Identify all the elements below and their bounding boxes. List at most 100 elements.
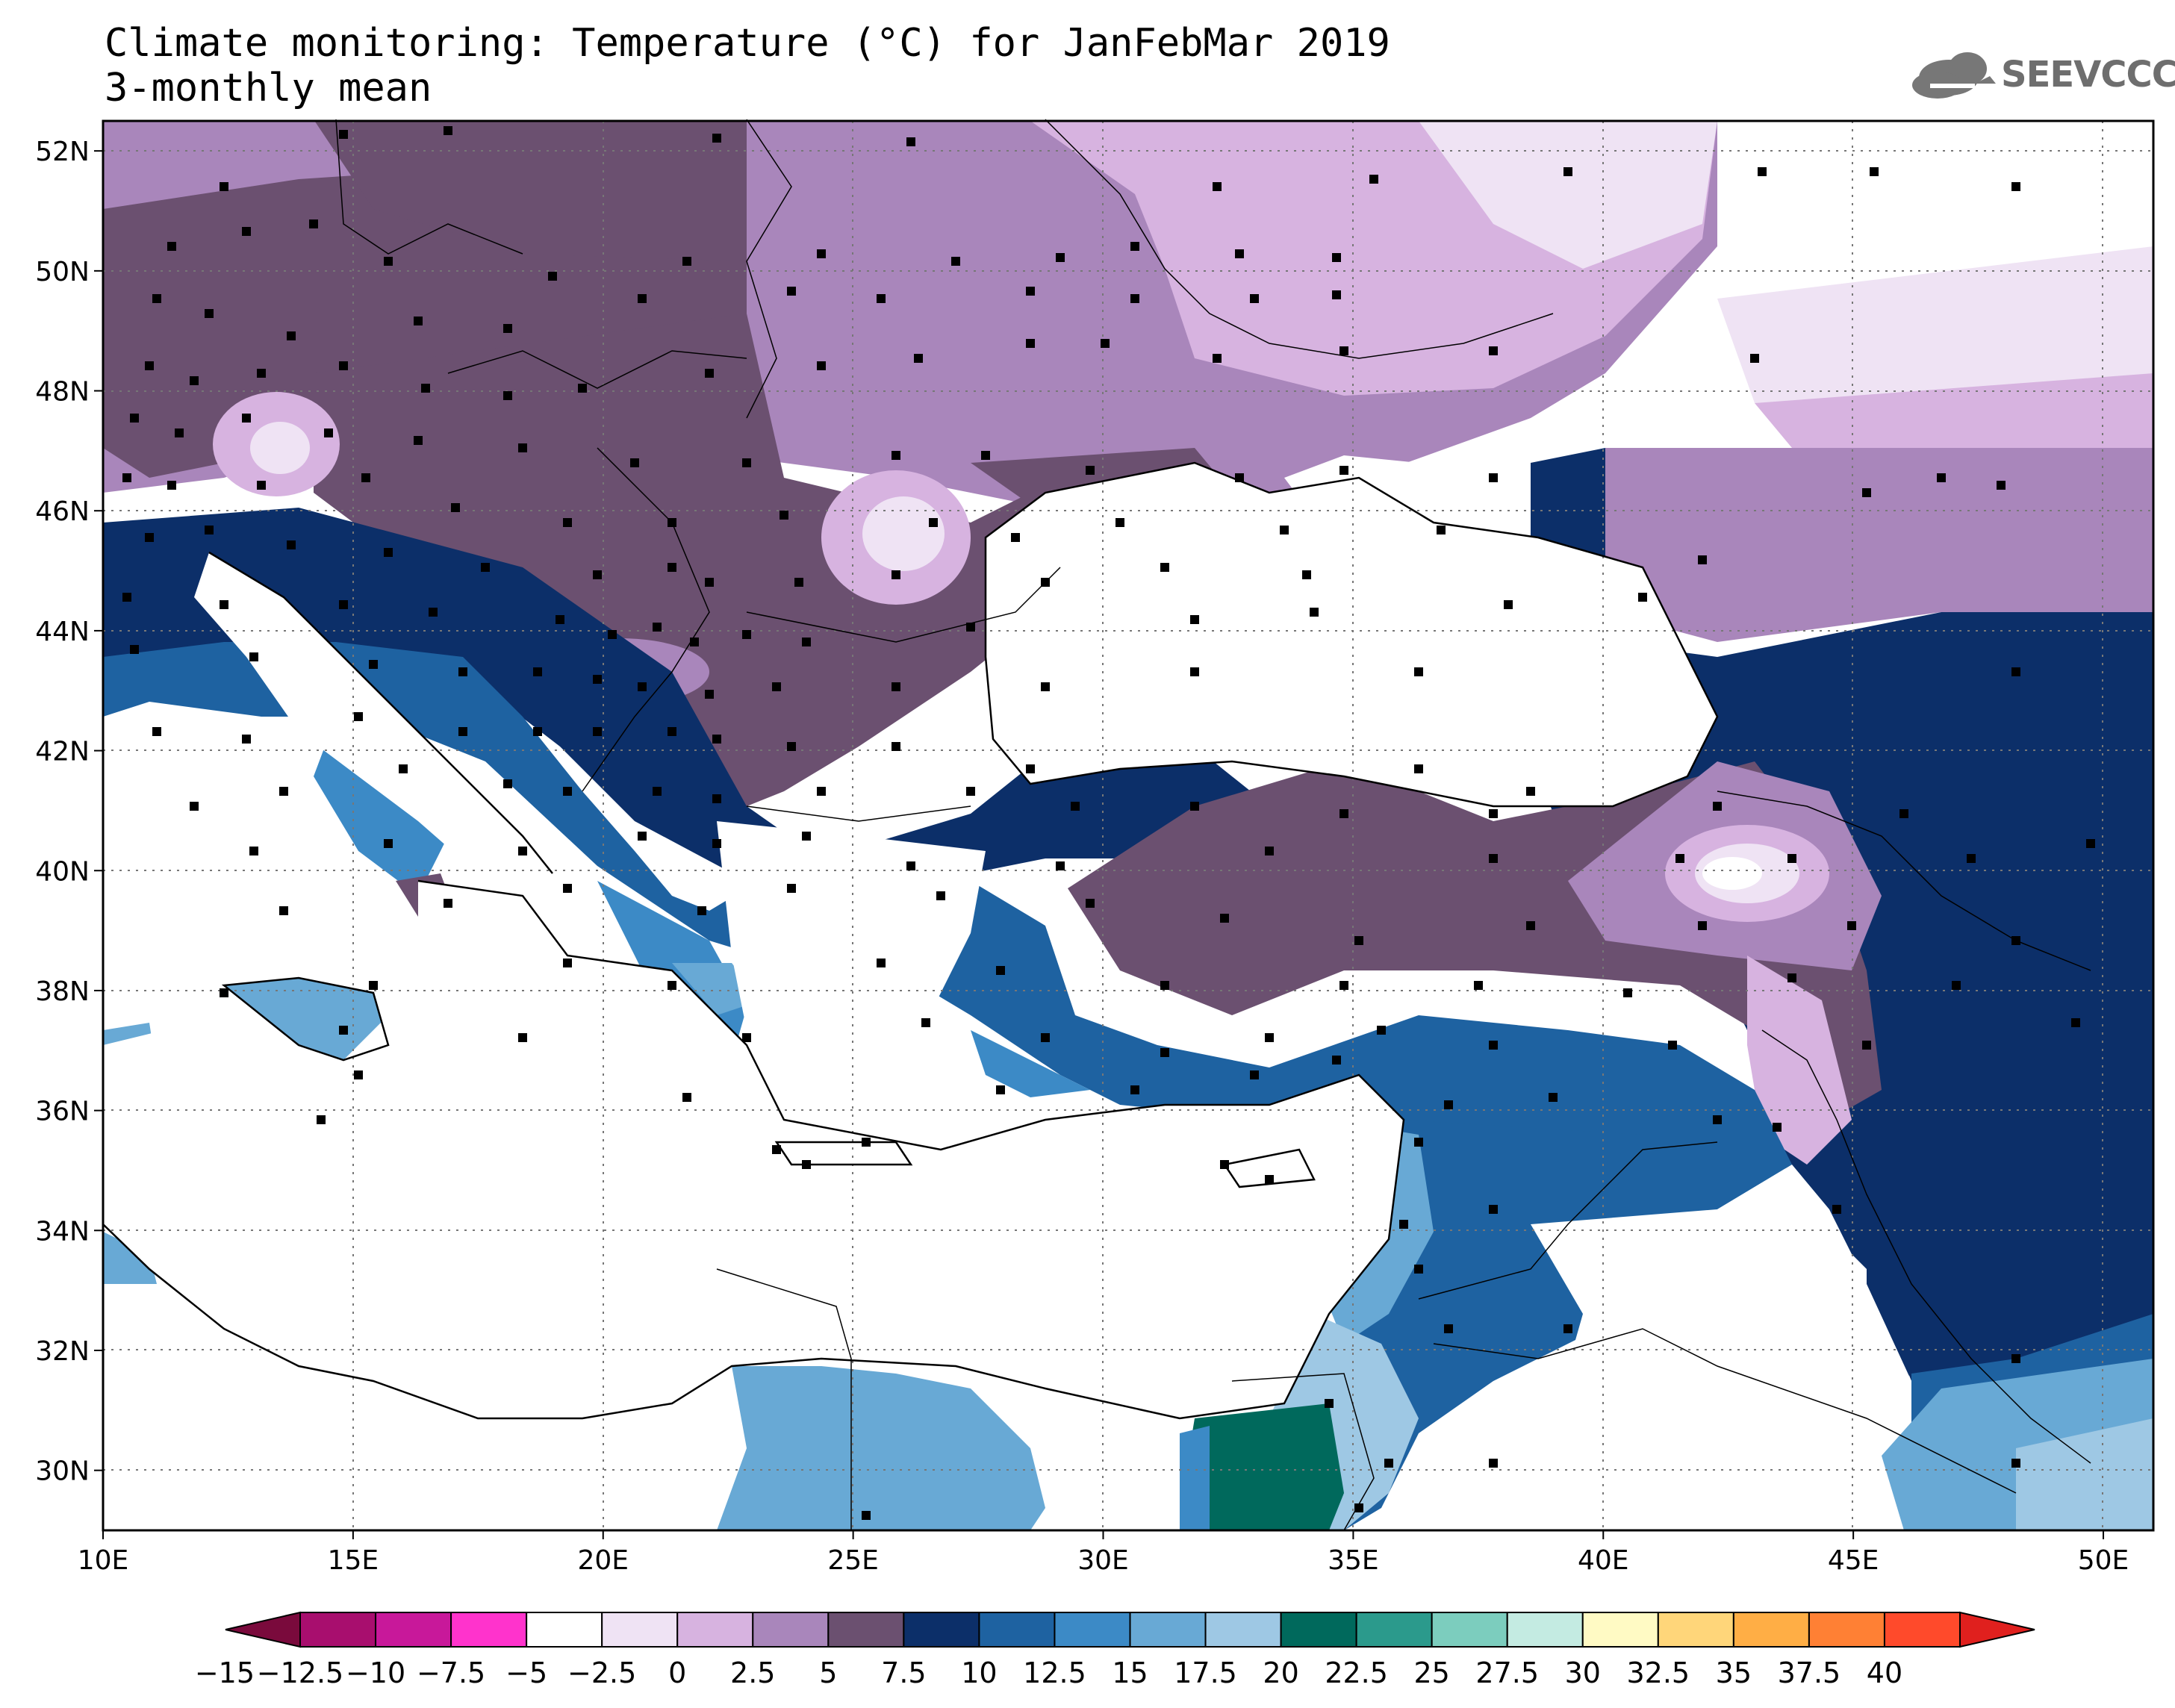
colorbar-label: 35 (1716, 1656, 1752, 1689)
colorbar-segment (1883, 1612, 1961, 1648)
station-marker (220, 988, 228, 997)
colorbar-label: 22.5 (1325, 1656, 1388, 1689)
station-marker (1937, 473, 1946, 482)
station-marker (414, 436, 423, 445)
colorbar-label: 40 (1867, 1656, 1902, 1689)
station-marker (1086, 899, 1095, 908)
station-marker (690, 638, 699, 646)
station-marker (705, 578, 714, 587)
lon-label: 30E (1077, 1545, 1129, 1576)
station-marker (1265, 1033, 1274, 1042)
colorbar-segment (1657, 1612, 1734, 1648)
station-marker (794, 578, 803, 587)
station-marker (309, 219, 318, 228)
station-marker (742, 630, 751, 639)
station-marker (593, 570, 602, 579)
colorbar-label: 12.5 (1023, 1656, 1086, 1689)
station-marker (638, 682, 647, 691)
cloud-icon (1912, 52, 1996, 99)
seevccc-logo (1912, 52, 1996, 99)
station-marker (1862, 488, 1871, 497)
colorbar-label: 15 (1112, 1656, 1148, 1689)
station-marker (220, 600, 228, 609)
colorbar-segment (1808, 1612, 1885, 1648)
station-marker (279, 906, 288, 915)
longitude-labels: 10E 15E 20E 25E 30E 35E 40E 45E 50E (78, 1530, 2129, 1576)
lat-label: 44N (35, 617, 90, 647)
station-marker (742, 458, 751, 467)
station-marker (1354, 936, 1363, 945)
station-marker (1339, 981, 1348, 990)
station-marker (1235, 473, 1244, 482)
station-marker (1220, 914, 1229, 923)
station-marker (384, 257, 393, 266)
station-marker (705, 690, 714, 699)
station-marker (1220, 1160, 1229, 1169)
colorbar-segment (299, 1612, 377, 1648)
station-marker (421, 384, 430, 393)
station-markers (122, 126, 2095, 1520)
station-marker (1549, 1093, 1558, 1102)
colorbar-max-arrow (1959, 1611, 2035, 1648)
station-marker (638, 832, 647, 841)
lon-label: 25E (827, 1545, 879, 1576)
station-marker (145, 533, 154, 542)
station-marker (369, 660, 378, 669)
colorbar-label: 25 (1414, 1656, 1450, 1689)
station-marker (638, 294, 647, 303)
station-marker (996, 966, 1005, 975)
lat-label: 30N (35, 1456, 90, 1487)
station-marker (1332, 290, 1341, 299)
station-marker (317, 1115, 326, 1124)
logo-text: SEEVCCC (2001, 54, 2175, 96)
station-marker (249, 652, 258, 661)
station-marker (1414, 764, 1423, 773)
station-marker (242, 735, 251, 744)
lon-label: 20E (577, 1545, 629, 1576)
station-marker (653, 787, 662, 796)
colorbar-label: 27.5 (1475, 1656, 1539, 1689)
colorbar-segment (601, 1612, 679, 1648)
station-marker (1250, 294, 1259, 303)
station-marker (249, 847, 258, 855)
station-marker (1056, 253, 1065, 262)
station-marker (361, 473, 370, 482)
station-marker (668, 563, 676, 572)
colorbar-segment (1732, 1612, 1810, 1648)
colorbar-label: 17.5 (1174, 1656, 1237, 1689)
station-marker (705, 369, 714, 378)
station-marker (324, 428, 333, 437)
lon-label: 35E (1328, 1545, 1379, 1576)
colorbar-label: 7.5 (881, 1656, 926, 1689)
lat-label: 34N (35, 1216, 90, 1247)
station-marker (339, 130, 348, 139)
station-marker (548, 272, 557, 281)
station-marker (1414, 667, 1423, 676)
station-marker (399, 764, 408, 773)
station-marker (1698, 921, 1707, 930)
station-marker (384, 839, 393, 848)
colorbar-min-arrow (225, 1611, 301, 1648)
station-marker (242, 227, 251, 236)
station-marker (130, 645, 139, 654)
station-marker (578, 384, 587, 393)
station-marker (1623, 988, 1632, 997)
station-marker (1414, 1138, 1423, 1147)
station-marker (1235, 249, 1244, 258)
station-marker (451, 503, 460, 512)
station-marker (556, 615, 564, 624)
station-marker (1265, 847, 1274, 855)
lat-label: 52N (35, 137, 90, 167)
station-marker (712, 134, 721, 143)
station-marker (1489, 1205, 1498, 1214)
station-marker (772, 1145, 781, 1154)
station-marker (1444, 1324, 1453, 1333)
colorbar-segment (1431, 1612, 1508, 1648)
station-marker (1847, 921, 1856, 930)
station-marker (2086, 839, 2095, 848)
colorbar-segment (676, 1612, 754, 1648)
station-marker (2011, 667, 2020, 676)
station-marker (981, 451, 990, 460)
station-marker (152, 294, 161, 303)
lat-label: 50N (35, 257, 90, 287)
